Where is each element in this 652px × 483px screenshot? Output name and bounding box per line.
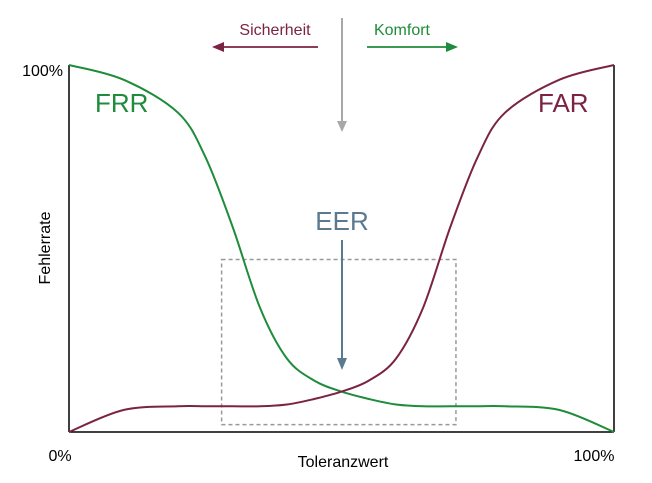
x-tick-label-left: 0%: [48, 448, 71, 465]
center-arrow-head: [337, 121, 347, 132]
series-label-frr: FRR: [95, 88, 148, 118]
security-label: Sicherheit: [239, 22, 311, 39]
series-label-far: FAR: [538, 88, 589, 118]
x-tick-label-right: 100%: [574, 448, 615, 465]
x-axis-title: Toleranzwert: [298, 454, 389, 471]
series-line-far: [68, 64, 615, 433]
eer-arrow-head: [337, 358, 347, 370]
y-axis-title: Fehlerrate: [37, 211, 54, 284]
security-arrow-head: [212, 42, 224, 52]
series-line-frr: [68, 64, 615, 433]
zoom-box: [220, 258, 457, 426]
comfort-label: Komfort: [374, 22, 431, 39]
y-tick-label-top: 100%: [22, 63, 63, 80]
eer-label: EER: [315, 206, 368, 236]
comfort-arrow-head: [446, 42, 458, 52]
